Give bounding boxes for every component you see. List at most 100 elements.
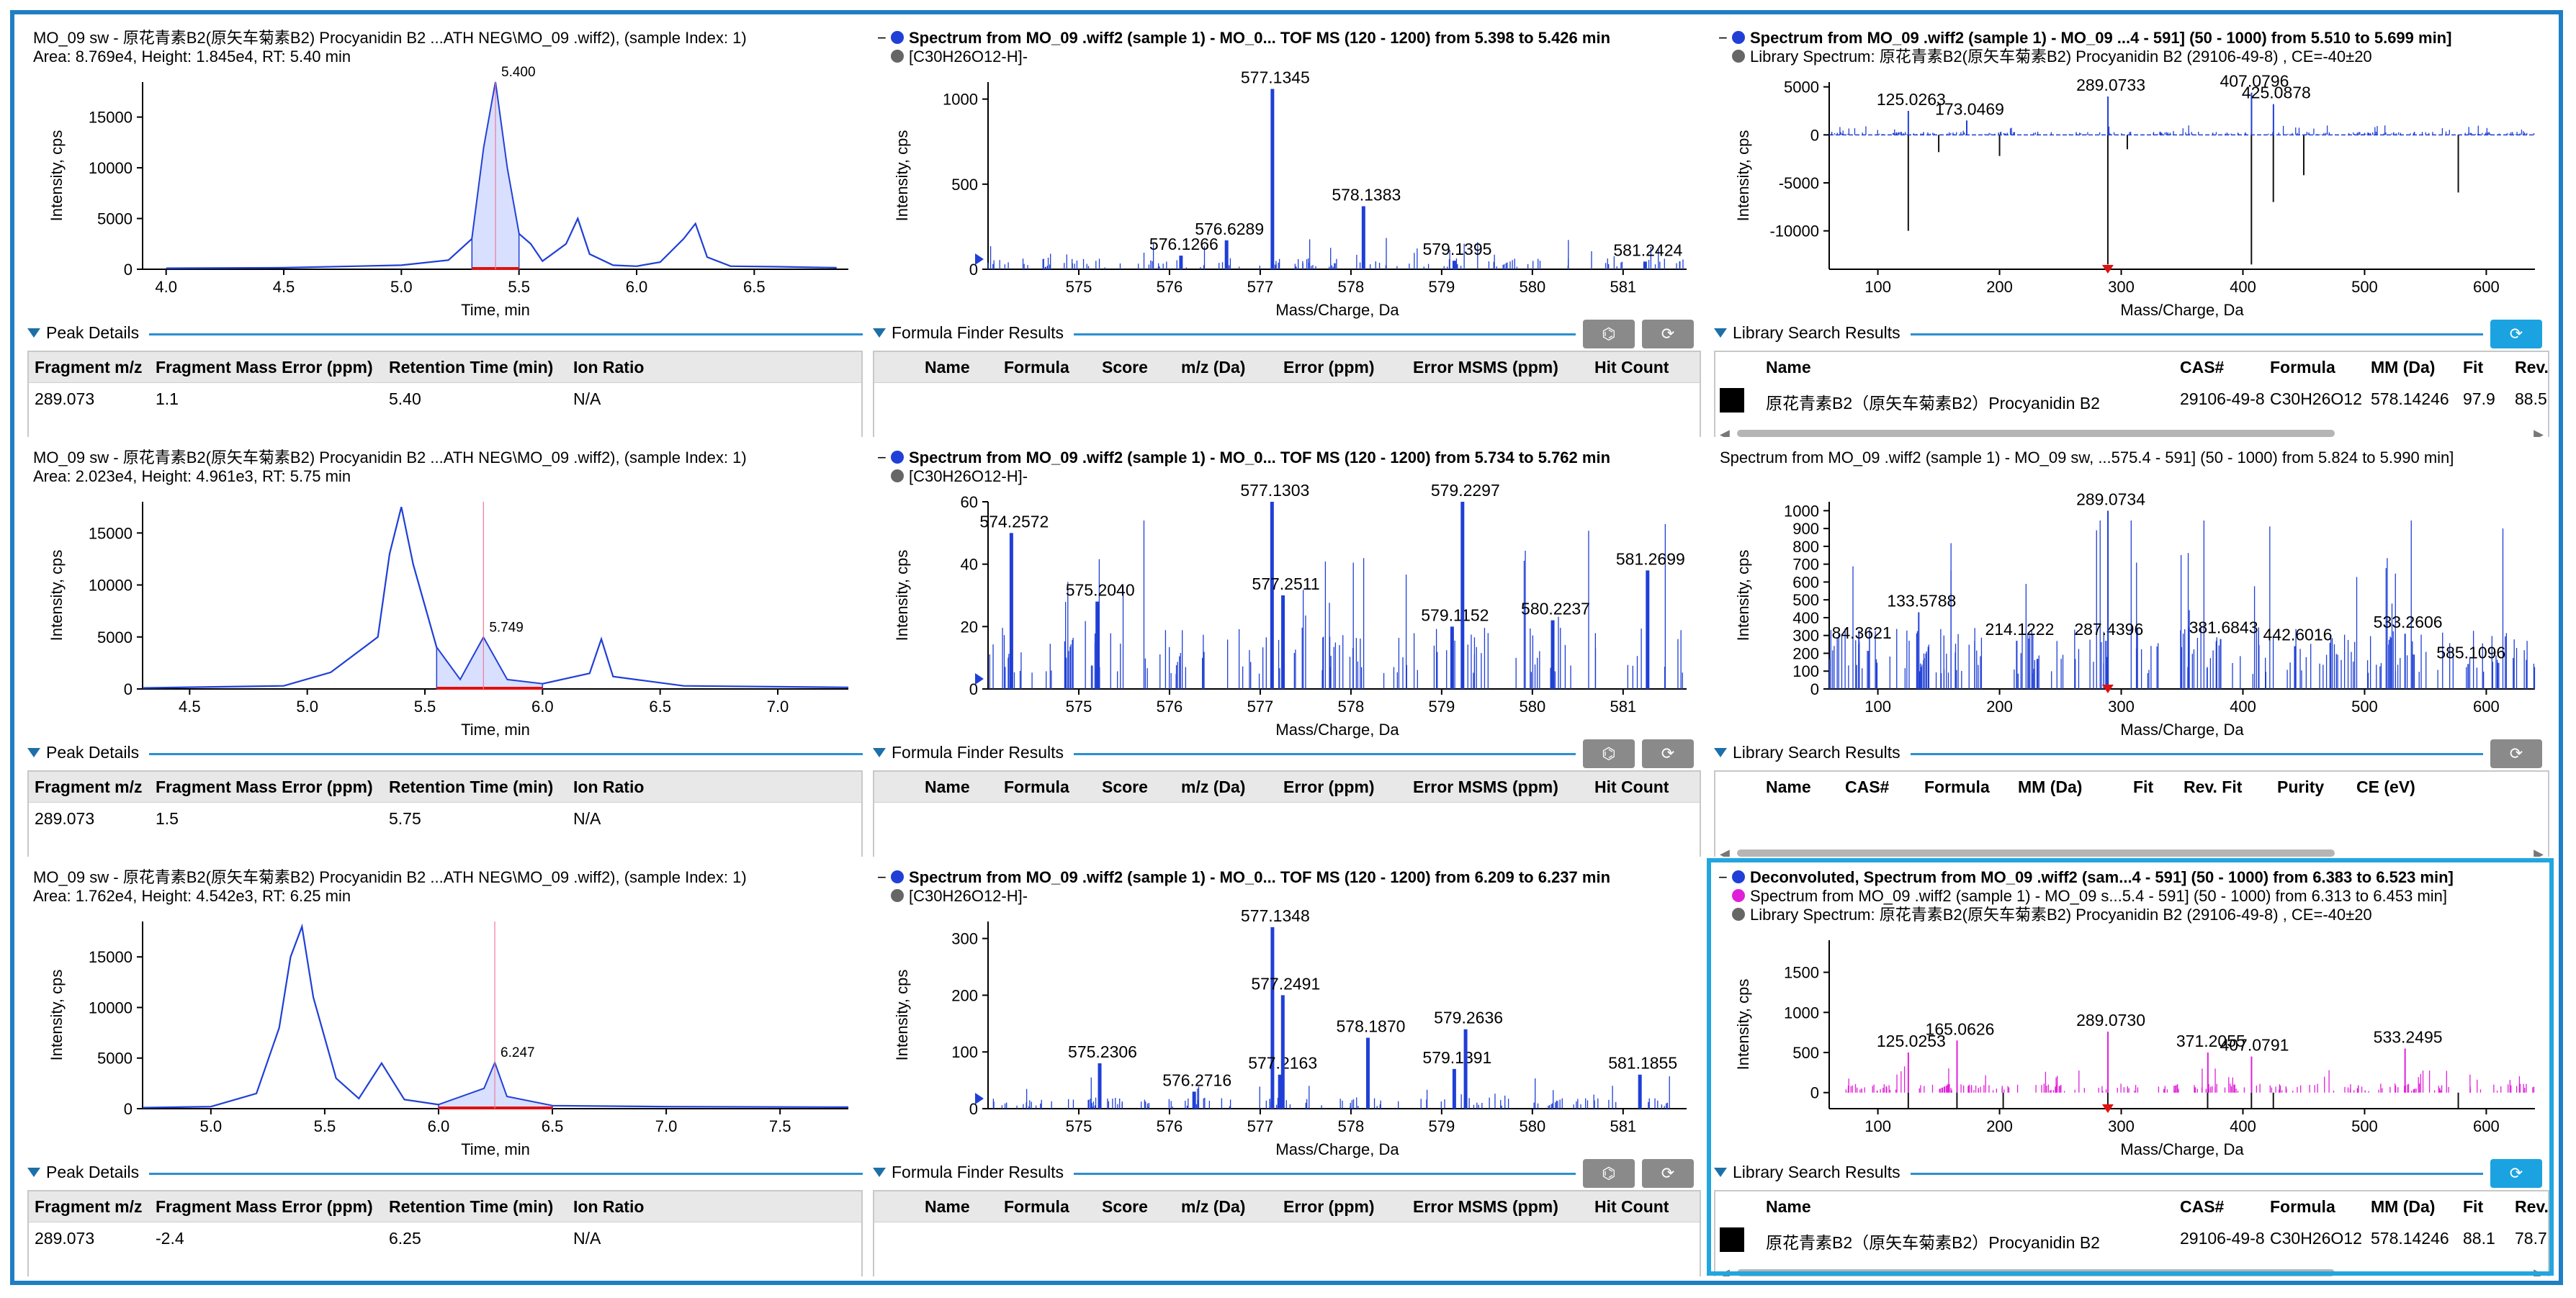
library-search-button[interactable]: ⟳ [2490,320,2542,348]
table-cell[interactable]: 原花青素B2（原矢车菊素B2）Procyanidin B2 [1766,1233,2100,1252]
scroll-left-icon[interactable]: ◀ [1720,847,1730,857]
formula-finder-button[interactable]: ⌬ [1583,1159,1635,1188]
column-header[interactable]: Name [1766,1197,1811,1216]
table-cell[interactable]: 78.7 [2515,1229,2547,1248]
lib-plot-1[interactable]: − Spectrum from MO_09 .wiff2 (sample 1) -… [1714,23,2549,437]
peak_details-section-header[interactable]: Peak Details [27,739,863,768]
table-cell[interactable]: 29106-49-8 [2180,389,2265,408]
table-cell[interactable]: C30H26O12 [2270,389,2362,408]
nav-arrow-icon[interactable] [975,673,984,685]
column-header[interactable]: Retention Time (min) [389,778,554,796]
column-header[interactable]: Name [1766,778,1811,796]
collapse-arrow-icon[interactable] [1714,748,1727,757]
column-header[interactable]: Formula [1004,358,1069,377]
column-header[interactable]: Error MSMS (ppm) [1413,778,1558,796]
table-cell[interactable]: 1.1 [156,389,179,408]
lib-plot-3[interactable]: − Deconvoluted, Spectrum from MO_09 .wiff… [1714,862,2549,1276]
peak_details-section-header[interactable]: Peak Details [27,1159,863,1188]
table-cell[interactable]: C30H26O12 [2270,1229,2362,1248]
column-header[interactable]: MM (Da) [2018,778,2083,796]
horizontal-scrollbar[interactable]: ◀ ▶ [1720,427,2544,437]
column-header[interactable]: Fragment m/z [35,358,143,377]
table-cell[interactable]: 原花青素B2（原矢车菊素B2）Procyanidin B2 [1766,394,2100,413]
horizontal-scrollbar[interactable]: ◀ ▶ [1720,847,2544,857]
formula-table[interactable]: Name Formula Score m/z (Da) Error (ppm) Error… [873,1190,1701,1276]
table-cell[interactable]: N/A [573,809,601,828]
library-search-button[interactable]: ⟳ [2490,739,2542,768]
collapse-arrow-icon[interactable] [27,328,40,338]
column-header[interactable]: Fit [2463,358,2484,377]
scroll-right-icon[interactable]: ▶ [2534,427,2544,437]
xic-plot-3[interactable]: MO_09 sw - 原花青素B2(原矢车菊素B2) Procyanidin B… [27,862,863,1276]
library-search-button[interactable]: ⟳ [2490,1159,2542,1188]
column-header[interactable]: m/z (Da) [1181,778,1246,796]
column-header[interactable]: Name [925,358,970,377]
table-cell[interactable]: 88.1 [2463,1229,2495,1248]
column-header[interactable]: Error MSMS (ppm) [1413,1197,1558,1216]
scrollbar-thumb[interactable] [1737,849,2335,857]
column-header[interactable]: Hit Count [1594,778,1669,796]
column-header[interactable]: Rev. [2515,1197,2549,1216]
column-header[interactable]: Fit [2463,1197,2484,1216]
column-header[interactable]: Name [925,1197,970,1216]
table-cell[interactable]: N/A [573,389,601,408]
column-header[interactable]: Error (ppm) [1283,778,1375,796]
table-cell[interactable]: N/A [573,1229,601,1248]
formula-section-header[interactable]: Formula Finder Results ⌬ ⟳ [873,739,1701,768]
column-header[interactable]: Ion Ratio [573,358,645,377]
table-cell[interactable]: 5.75 [389,809,421,828]
column-header[interactable]: Error (ppm) [1283,1197,1375,1216]
column-header[interactable]: Hit Count [1594,358,1669,377]
peak_details-table[interactable]: Fragment m/z Fragment Mass Error (ppm) Ret… [27,1190,863,1276]
column-header[interactable]: Fragment m/z [35,778,143,796]
table-cell[interactable]: 289.073 [35,389,95,408]
column-header[interactable]: Error MSMS (ppm) [1413,358,1558,377]
table-cell[interactable]: 97.9 [2463,389,2495,408]
formula-table[interactable]: Name Formula Score m/z (Da) Error (ppm) Error… [873,770,1701,857]
spec-plot-2[interactable]: − Spectrum from MO_09 .wiff2 (sample 1) -… [873,443,1701,857]
column-header[interactable]: Fragment Mass Error (ppm) [156,778,373,796]
scroll-left-icon[interactable]: ◀ [1720,427,1730,437]
table-cell[interactable]: 578.14246 [2371,1229,2449,1248]
column-header[interactable]: Retention Time (min) [389,1197,554,1216]
lib-plot-2[interactable]: Spectrum from MO_09 .wiff2 (sample 1) - … [1714,443,2549,857]
column-header[interactable]: Formula [2270,1197,2335,1216]
column-header[interactable]: Ion Ratio [573,1197,645,1216]
column-header[interactable]: m/z (Da) [1181,358,1246,377]
column-header[interactable]: Ion Ratio [573,778,645,796]
collapse-icon[interactable]: − [1718,29,1728,47]
column-header[interactable]: CE (eV) [2356,778,2415,796]
xic-plot-2[interactable]: MO_09 sw - 原花青素B2(原矢车菊素B2) Procyanidin B… [27,443,863,857]
collapse-icon[interactable]: − [877,868,887,886]
table-cell[interactable]: 1.5 [156,809,179,828]
collapse-icon[interactable]: − [877,449,887,467]
nav-arrow-icon[interactable] [975,253,984,265]
column-header[interactable]: Fragment m/z [35,1197,143,1216]
column-header[interactable]: CAS# [2180,358,2225,377]
collapse-arrow-icon[interactable] [873,328,886,338]
column-header[interactable]: Name [925,778,970,796]
column-header[interactable]: Name [1766,358,1811,377]
column-header[interactable]: CAS# [1845,778,1890,796]
formula-finder-button[interactable]: ⌬ [1583,320,1635,348]
column-header[interactable]: Rev. [2515,358,2549,377]
libsearch-section-header[interactable]: Library Search Results ⟳ [1714,320,2549,348]
formula-search-button[interactable]: ⟳ [1642,1159,1694,1188]
spec-plot-1[interactable]: − Spectrum from MO_09 .wiff2 (sample 1) -… [873,23,1701,437]
collapse-arrow-icon[interactable] [1714,328,1727,338]
column-header[interactable]: Fragment Mass Error (ppm) [156,358,373,377]
scroll-right-icon[interactable]: ▶ [2534,847,2544,857]
column-header[interactable]: Rev. Fit [2184,778,2243,796]
column-header[interactable]: MM (Da) [2371,358,2436,377]
table-cell[interactable]: 289.073 [35,1229,95,1248]
column-header[interactable]: Formula [1924,778,1990,796]
peak_details-table[interactable]: Fragment m/z Fragment Mass Error (ppm) Ret… [27,770,863,857]
column-header[interactable]: Hit Count [1594,1197,1669,1216]
collapse-arrow-icon[interactable] [27,748,40,757]
column-header[interactable]: Formula [2270,358,2335,377]
scrollbar-thumb[interactable] [1737,430,2335,437]
xic-plot-1[interactable]: MO_09 sw - 原花青素B2(原矢车菊素B2) Procyanidin B… [27,23,863,437]
column-header[interactable]: Fragment Mass Error (ppm) [156,1197,373,1216]
libsearch-section-header[interactable]: Library Search Results ⟳ [1714,1159,2549,1188]
collapse-arrow-icon[interactable] [1714,1168,1727,1177]
